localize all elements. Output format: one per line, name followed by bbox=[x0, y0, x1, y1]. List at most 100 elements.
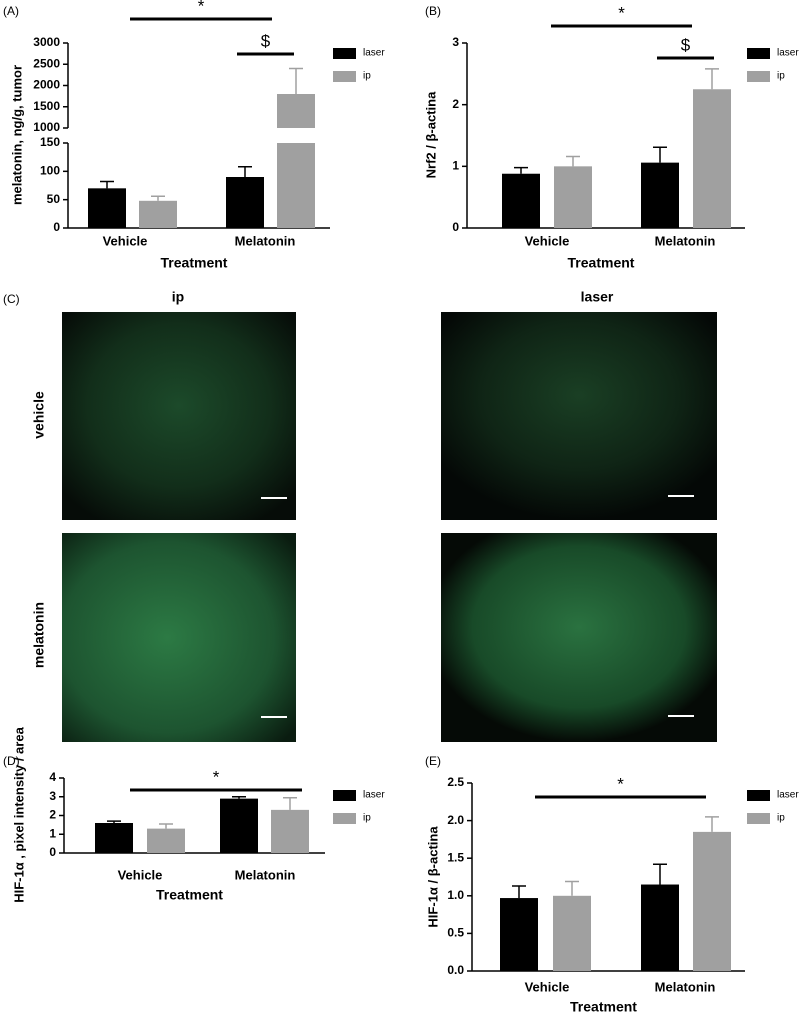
legend-swatch bbox=[333, 71, 356, 82]
y-tick-label: 2 bbox=[49, 808, 56, 822]
y-tick-label: 0 bbox=[452, 220, 459, 234]
bar bbox=[220, 798, 258, 853]
bar bbox=[693, 831, 731, 971]
column-label: ip bbox=[172, 289, 184, 305]
significance-label: * bbox=[617, 774, 624, 793]
panel-label: (E) bbox=[425, 754, 441, 768]
significance-label: * bbox=[213, 767, 220, 786]
y-tick-label: 3000 bbox=[33, 35, 60, 49]
y-tick-label: 0.5 bbox=[447, 926, 464, 940]
y-tick-label: 0 bbox=[49, 845, 56, 859]
error-bar bbox=[289, 67, 303, 94]
y-tick-label: 1.0 bbox=[447, 888, 464, 902]
y-tick-label: 1 bbox=[452, 159, 459, 173]
bar bbox=[277, 94, 315, 228]
legend-label: ip bbox=[363, 813, 371, 824]
legend-swatch bbox=[333, 790, 356, 801]
x-tick-label: Melatonin bbox=[655, 233, 716, 248]
error-bar bbox=[512, 885, 526, 899]
y-tick-label: 3 bbox=[49, 789, 56, 803]
x-tick-label: Melatonin bbox=[655, 979, 716, 994]
error-bar bbox=[100, 180, 114, 189]
error-bar bbox=[653, 863, 667, 885]
legend-label: ip bbox=[777, 813, 785, 824]
y-tick-label: 50 bbox=[47, 192, 61, 206]
bar bbox=[553, 895, 591, 971]
legend-swatch bbox=[747, 48, 770, 59]
significance-label: $ bbox=[261, 31, 271, 50]
legend-swatch bbox=[333, 48, 356, 59]
error-bar bbox=[238, 166, 252, 177]
error-bar bbox=[705, 68, 719, 90]
legend-label: ip bbox=[777, 71, 785, 82]
bar bbox=[147, 828, 185, 853]
error-bar bbox=[566, 155, 580, 167]
y-tick-label: 2.5 bbox=[447, 775, 464, 789]
x-tick-label: Vehicle bbox=[103, 233, 148, 248]
micrograph bbox=[62, 533, 296, 742]
y-tick-label: 0 bbox=[53, 220, 60, 234]
legend-swatch bbox=[747, 790, 770, 801]
micrograph bbox=[62, 312, 296, 520]
legend-swatch bbox=[747, 71, 770, 82]
y-tick-label: 1000 bbox=[33, 120, 60, 134]
row-label: melatonin bbox=[31, 602, 47, 668]
bar bbox=[271, 809, 309, 853]
legend-swatch bbox=[333, 813, 356, 824]
bar bbox=[500, 898, 538, 971]
y-tick-label: 2000 bbox=[33, 78, 60, 92]
significance-label: * bbox=[618, 3, 625, 22]
x-tick-label: Melatonin bbox=[235, 867, 296, 882]
legend-label: laser bbox=[363, 790, 385, 801]
y-axis-label: melatonin, ng/g, tumor bbox=[9, 65, 24, 205]
row-label: vehicle bbox=[31, 391, 47, 439]
y-tick-label: 1500 bbox=[33, 99, 60, 113]
x-axis-label: Treatment bbox=[570, 999, 637, 1015]
bar bbox=[95, 823, 133, 853]
panel-label: (B) bbox=[425, 4, 441, 18]
error-bar bbox=[107, 820, 121, 823]
y-tick-label: 2 bbox=[452, 97, 459, 111]
y-axis-label: Nrf2 / β-actina bbox=[423, 91, 438, 178]
x-axis-label: Treatment bbox=[161, 255, 228, 271]
y-tick-label: 2.0 bbox=[447, 813, 464, 827]
y-tick-label: 1.5 bbox=[447, 850, 464, 864]
bar bbox=[226, 177, 264, 228]
panel-label: (C) bbox=[3, 292, 20, 306]
legend-label: laser bbox=[777, 790, 799, 801]
legend-label: laser bbox=[777, 48, 799, 59]
significance-label: $ bbox=[681, 35, 691, 54]
x-tick-label: Melatonin bbox=[235, 233, 296, 248]
error-bar bbox=[565, 880, 579, 896]
image-panel: (C) ip laser vehicle melatonin bbox=[3, 289, 717, 742]
bar bbox=[641, 884, 679, 971]
error-bar bbox=[283, 796, 297, 810]
y-axis-label: HIF-1α / β-actina bbox=[425, 826, 440, 928]
error-bar bbox=[232, 796, 246, 799]
y-tick-label: 1 bbox=[49, 826, 56, 840]
x-tick-label: Vehicle bbox=[525, 979, 570, 994]
bar bbox=[88, 188, 126, 228]
significance-label: * bbox=[198, 0, 205, 15]
bar bbox=[554, 166, 592, 228]
bar bbox=[139, 200, 177, 228]
micrograph bbox=[441, 312, 717, 520]
error-bar bbox=[151, 195, 165, 201]
y-tick-label: 4 bbox=[49, 770, 56, 784]
bar bbox=[502, 173, 540, 228]
bar bbox=[641, 162, 679, 228]
error-bar bbox=[705, 816, 719, 832]
panel-label: (D) bbox=[3, 754, 20, 768]
y-tick-label: 100 bbox=[40, 164, 60, 178]
legend-label: laser bbox=[363, 48, 385, 59]
y-tick-label: 3 bbox=[452, 35, 459, 49]
bar bbox=[693, 89, 731, 228]
y-tick-label: 150 bbox=[40, 135, 60, 149]
x-axis-label: Treatment bbox=[156, 887, 223, 903]
error-bar bbox=[653, 146, 667, 163]
error-bar bbox=[514, 166, 528, 174]
panel-label: (A) bbox=[3, 4, 19, 18]
legend-swatch bbox=[747, 813, 770, 824]
error-bar bbox=[159, 823, 173, 829]
